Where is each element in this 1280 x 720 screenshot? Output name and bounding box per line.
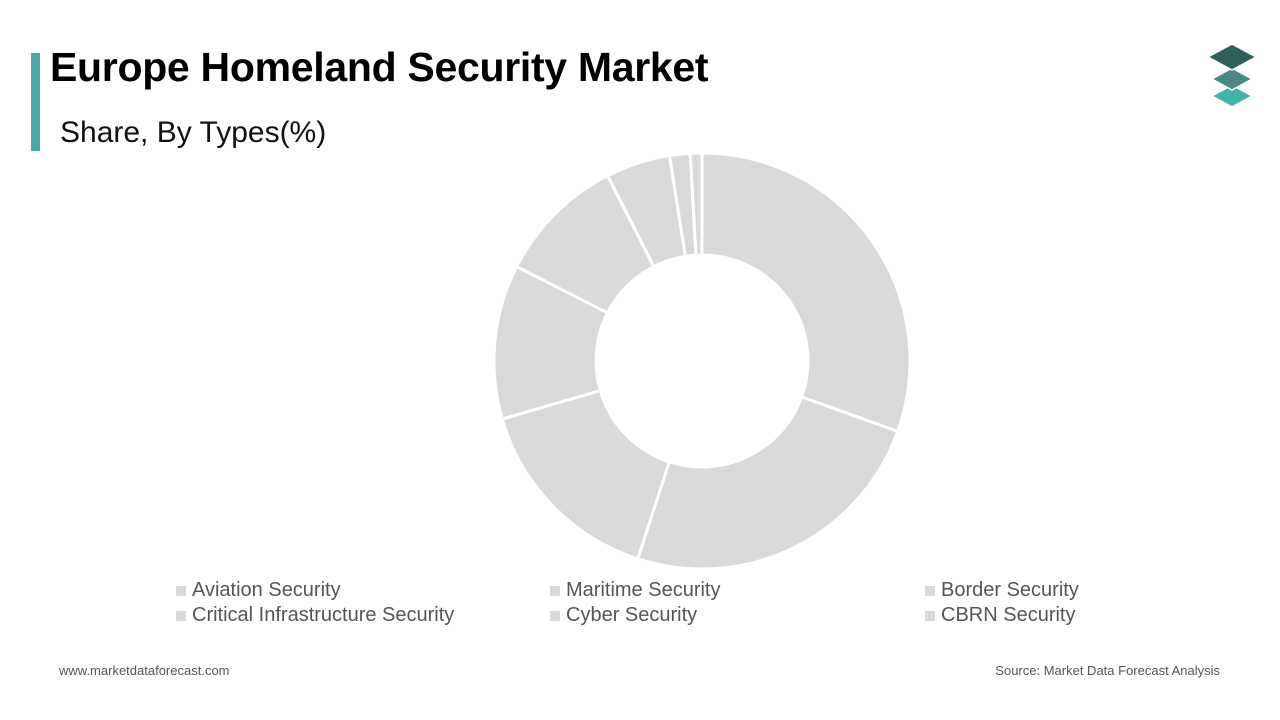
legend-item: Maritime Security <box>550 578 720 603</box>
logo-layer-bottom <box>1210 84 1254 108</box>
legend-label: CBRN Security <box>941 604 1076 626</box>
legend-label: Critical Infrastructure Security <box>192 604 455 626</box>
legend-label: Cyber Security <box>566 604 698 626</box>
legend-swatch <box>176 585 186 596</box>
legend-swatch <box>176 610 186 621</box>
legend-item: Aviation Security <box>176 578 341 603</box>
legend-label: Maritime Security <box>566 579 721 601</box>
donut-slice-3 <box>500 388 672 561</box>
legend-item: CBRN Security <box>925 603 1075 628</box>
donut-slice-2 <box>635 394 900 571</box>
donut-slice-1 <box>700 151 912 434</box>
chart-legend: Aviation Security Maritime Security Border… <box>176 578 1176 630</box>
legend-item: Critical Infrastructure Security <box>176 603 454 628</box>
footer-website: www.marketdataforecast.com <box>59 663 230 678</box>
legend-swatch <box>550 610 560 621</box>
legend-swatch <box>925 610 935 621</box>
donut-slices <box>492 151 912 571</box>
legend-label: Aviation Security <box>192 579 341 601</box>
stacked-layers-logo-icon <box>1206 43 1258 108</box>
donut-slice-8 <box>688 151 704 257</box>
logo-layer-top <box>1206 43 1258 71</box>
page-title: Europe Homeland Security Market <box>50 44 709 90</box>
legend-swatch <box>925 585 935 596</box>
title-accent-bar <box>31 53 40 151</box>
legend-swatch <box>550 585 560 596</box>
legend-item: Border Security <box>925 578 1079 603</box>
legend-item: Cyber Security <box>550 603 697 628</box>
footer-source: Source: Market Data Forecast Analysis <box>995 663 1220 678</box>
legend-label: Border Security <box>941 579 1079 601</box>
chart-subtitle: Share, By Types(%) <box>60 116 327 149</box>
logo-layer-middle <box>1210 67 1254 91</box>
